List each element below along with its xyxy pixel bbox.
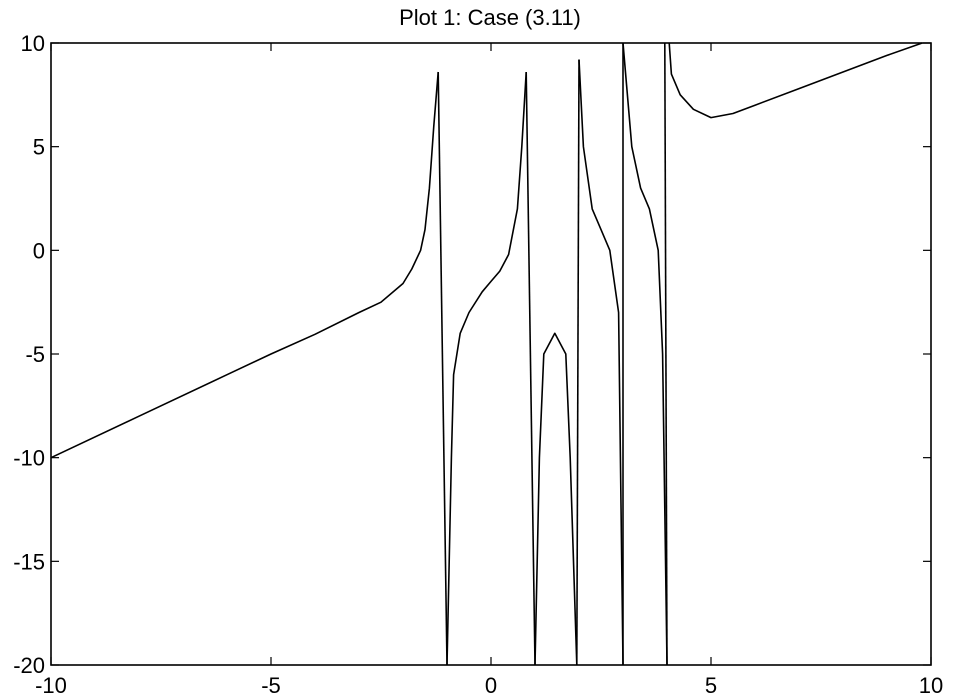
x-tick-label: -10: [35, 673, 67, 698]
curve-segment: [622, 42, 668, 666]
data-series: [50, 42, 923, 666]
curve-segment: [663, 42, 668, 666]
y-tick-label: -5: [25, 342, 45, 367]
x-tick-label: 10: [919, 673, 943, 698]
plot-frame: [50, 42, 932, 666]
curve-segment: [446, 71, 527, 666]
curve-segment: [50, 71, 439, 459]
y-tick-label: 10: [21, 31, 45, 56]
y-tick-label: 5: [33, 135, 45, 160]
curve-segment: [525, 71, 536, 666]
curve-segment: [668, 42, 923, 119]
x-tick-label: 0: [485, 673, 497, 698]
y-tick-label: -15: [13, 549, 45, 574]
x-tick-label: 5: [705, 673, 717, 698]
curve-segment: [575, 59, 580, 666]
curve-segment: [534, 332, 578, 666]
y-tick-label: -10: [13, 446, 45, 471]
chart-title: Plot 1: Case (3.11): [399, 5, 581, 30]
curve-segment: [437, 71, 448, 666]
axis-ticks: [50, 42, 932, 666]
y-tick-label: 0: [33, 238, 45, 263]
curve-segment: [578, 59, 624, 666]
x-tick-label: -5: [261, 673, 281, 698]
axis-tick-labels: -10 -5 0 5 10 10 5 0 -5 -10 -15 -20: [13, 31, 943, 698]
y-tick-label: -20: [13, 653, 45, 678]
